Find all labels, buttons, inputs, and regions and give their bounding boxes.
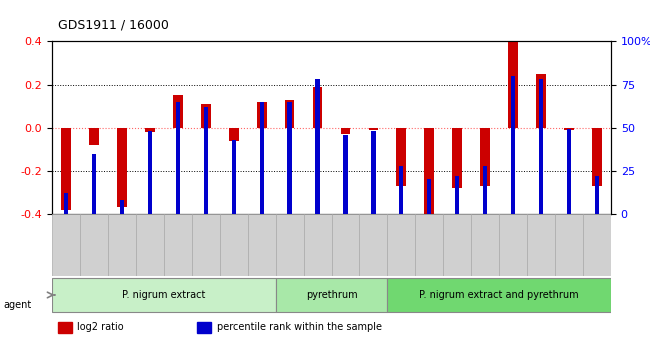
FancyBboxPatch shape <box>80 214 108 276</box>
FancyBboxPatch shape <box>555 214 583 276</box>
FancyBboxPatch shape <box>583 214 611 276</box>
Text: GSM66833: GSM66833 <box>425 217 434 266</box>
Bar <box>61 128 71 209</box>
Bar <box>564 128 574 130</box>
Text: GSM66835: GSM66835 <box>481 217 489 266</box>
FancyBboxPatch shape <box>387 214 415 276</box>
FancyBboxPatch shape <box>471 214 499 276</box>
Bar <box>480 128 490 186</box>
Bar <box>120 200 124 214</box>
Bar <box>508 41 518 128</box>
Bar <box>92 154 96 214</box>
Bar <box>231 140 236 214</box>
Text: log2 ratio: log2 ratio <box>77 322 124 332</box>
Bar <box>595 176 599 214</box>
Bar <box>173 95 183 128</box>
Bar <box>341 128 350 134</box>
FancyBboxPatch shape <box>276 214 304 276</box>
Text: GSM66843: GSM66843 <box>369 217 378 266</box>
Bar <box>483 166 488 214</box>
Bar <box>259 102 264 214</box>
Bar <box>592 128 602 186</box>
Text: GSM66831: GSM66831 <box>257 217 266 266</box>
FancyBboxPatch shape <box>192 214 220 276</box>
Text: P. nigrum extract and pyrethrum: P. nigrum extract and pyrethrum <box>419 290 579 300</box>
Text: GSM66827: GSM66827 <box>146 217 154 266</box>
Bar <box>145 128 155 132</box>
FancyBboxPatch shape <box>332 214 359 276</box>
FancyBboxPatch shape <box>220 214 248 276</box>
Text: GSM66834: GSM66834 <box>453 217 461 266</box>
Text: GSM66830: GSM66830 <box>229 217 238 266</box>
Text: GSM66828: GSM66828 <box>174 217 182 266</box>
FancyBboxPatch shape <box>443 214 471 276</box>
FancyBboxPatch shape <box>108 214 136 276</box>
FancyBboxPatch shape <box>52 214 80 276</box>
Bar <box>427 179 432 214</box>
Bar <box>89 128 99 145</box>
FancyBboxPatch shape <box>136 214 164 276</box>
Bar <box>257 102 266 128</box>
Text: GSM66837: GSM66837 <box>537 217 545 266</box>
Bar <box>148 131 152 214</box>
Text: GSM66840: GSM66840 <box>285 217 294 266</box>
Bar <box>455 176 460 214</box>
FancyBboxPatch shape <box>52 278 276 312</box>
Text: GSM66824: GSM66824 <box>62 217 70 266</box>
FancyBboxPatch shape <box>304 214 332 276</box>
Bar <box>511 76 515 214</box>
Text: GSM66832: GSM66832 <box>397 217 406 266</box>
Bar <box>117 128 127 207</box>
Text: percentile rank within the sample: percentile rank within the sample <box>217 322 382 332</box>
Bar <box>287 102 292 214</box>
Bar <box>452 128 462 188</box>
Bar <box>371 131 376 214</box>
FancyBboxPatch shape <box>415 214 443 276</box>
Bar <box>58 322 72 333</box>
Bar <box>313 87 322 128</box>
FancyBboxPatch shape <box>276 278 387 312</box>
Text: GSM66825: GSM66825 <box>90 217 98 266</box>
Text: GSM66842: GSM66842 <box>341 217 350 266</box>
FancyBboxPatch shape <box>387 278 611 312</box>
Text: GSM66838: GSM66838 <box>565 217 573 266</box>
FancyBboxPatch shape <box>359 214 387 276</box>
Text: GSM66841: GSM66841 <box>313 217 322 266</box>
Bar <box>198 322 211 333</box>
Text: agent: agent <box>3 300 31 310</box>
FancyBboxPatch shape <box>248 214 276 276</box>
Bar <box>424 128 434 214</box>
Bar <box>567 129 571 214</box>
Bar <box>285 100 294 128</box>
Bar <box>539 79 543 214</box>
Bar <box>399 166 404 214</box>
FancyBboxPatch shape <box>527 214 555 276</box>
Bar <box>201 104 211 128</box>
Text: GSM66829: GSM66829 <box>202 217 210 266</box>
Text: GSM66836: GSM66836 <box>509 217 517 266</box>
Bar <box>536 74 546 128</box>
Bar <box>369 128 378 130</box>
Text: P. nigrum extract: P. nigrum extract <box>122 290 205 300</box>
Bar <box>64 193 68 214</box>
Bar <box>203 107 208 214</box>
Text: pyrethrum: pyrethrum <box>306 290 358 300</box>
FancyBboxPatch shape <box>164 214 192 276</box>
Text: GSM66839: GSM66839 <box>593 217 601 266</box>
Bar <box>396 128 406 186</box>
Bar <box>176 102 180 214</box>
Bar <box>343 135 348 214</box>
FancyBboxPatch shape <box>499 214 527 276</box>
Text: GSM66826: GSM66826 <box>118 217 126 266</box>
Bar <box>315 79 320 214</box>
Text: GDS1911 / 16000: GDS1911 / 16000 <box>58 18 170 31</box>
Bar <box>229 128 239 141</box>
